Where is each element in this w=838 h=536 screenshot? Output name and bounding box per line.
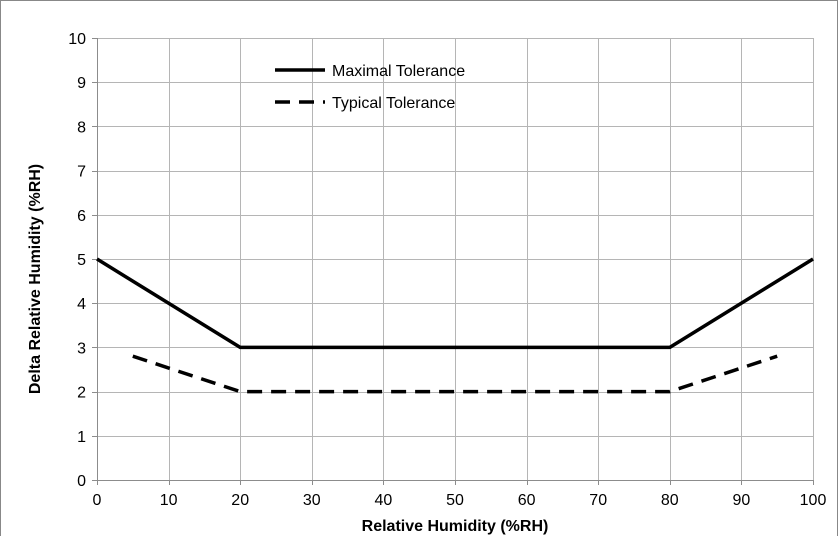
x-tick-labels: 0 10 20 30 40 50 60 70 80 90 100 <box>93 492 827 509</box>
x-tick-label: 40 <box>375 492 393 509</box>
y-tick-label: 8 <box>77 119 86 136</box>
x-tick-label: 50 <box>446 492 464 509</box>
y-tick-label: 10 <box>68 31 86 48</box>
y-tick-label: 5 <box>77 252 86 269</box>
x-tick-label: 10 <box>160 492 178 509</box>
series-line-1 <box>96 257 814 350</box>
y-tick-label: 7 <box>77 164 86 181</box>
axes <box>92 38 814 485</box>
x-tick-label: 60 <box>518 492 536 509</box>
y-tick-label: 4 <box>77 296 86 313</box>
x-tick-label: 70 <box>589 492 607 509</box>
x-tick-label: 90 <box>733 492 751 509</box>
legend-label-1: Maximal Tolerance <box>332 63 465 80</box>
legend-label-2: Typical Tolerance <box>332 95 455 112</box>
y-tick-label: 9 <box>77 75 86 92</box>
x-axis-title: Relative Humidity (%RH) <box>362 518 549 535</box>
series-line-2 <box>132 354 778 394</box>
y-tick-label: 6 <box>77 208 86 225</box>
x-tick-label: 20 <box>231 492 249 509</box>
y-tick-label: 2 <box>77 385 86 402</box>
y-tick-label: 1 <box>77 429 86 446</box>
y-tick-label: 0 <box>77 473 86 490</box>
x-tick-label: 0 <box>93 492 102 509</box>
gridlines <box>97 38 814 480</box>
x-tick-label: 30 <box>303 492 321 509</box>
legend: Maximal Tolerance Typical Tolerance <box>275 63 465 112</box>
x-tick-label: 100 <box>800 492 827 509</box>
y-tick-label: 3 <box>77 340 86 357</box>
y-axis-title: Delta Relative Humidity (%RH) <box>27 164 44 394</box>
series-layer <box>96 257 814 394</box>
x-tick-label: 80 <box>661 492 679 509</box>
y-tick-labels: 0 1 2 3 4 5 6 7 8 9 10 <box>68 31 86 490</box>
